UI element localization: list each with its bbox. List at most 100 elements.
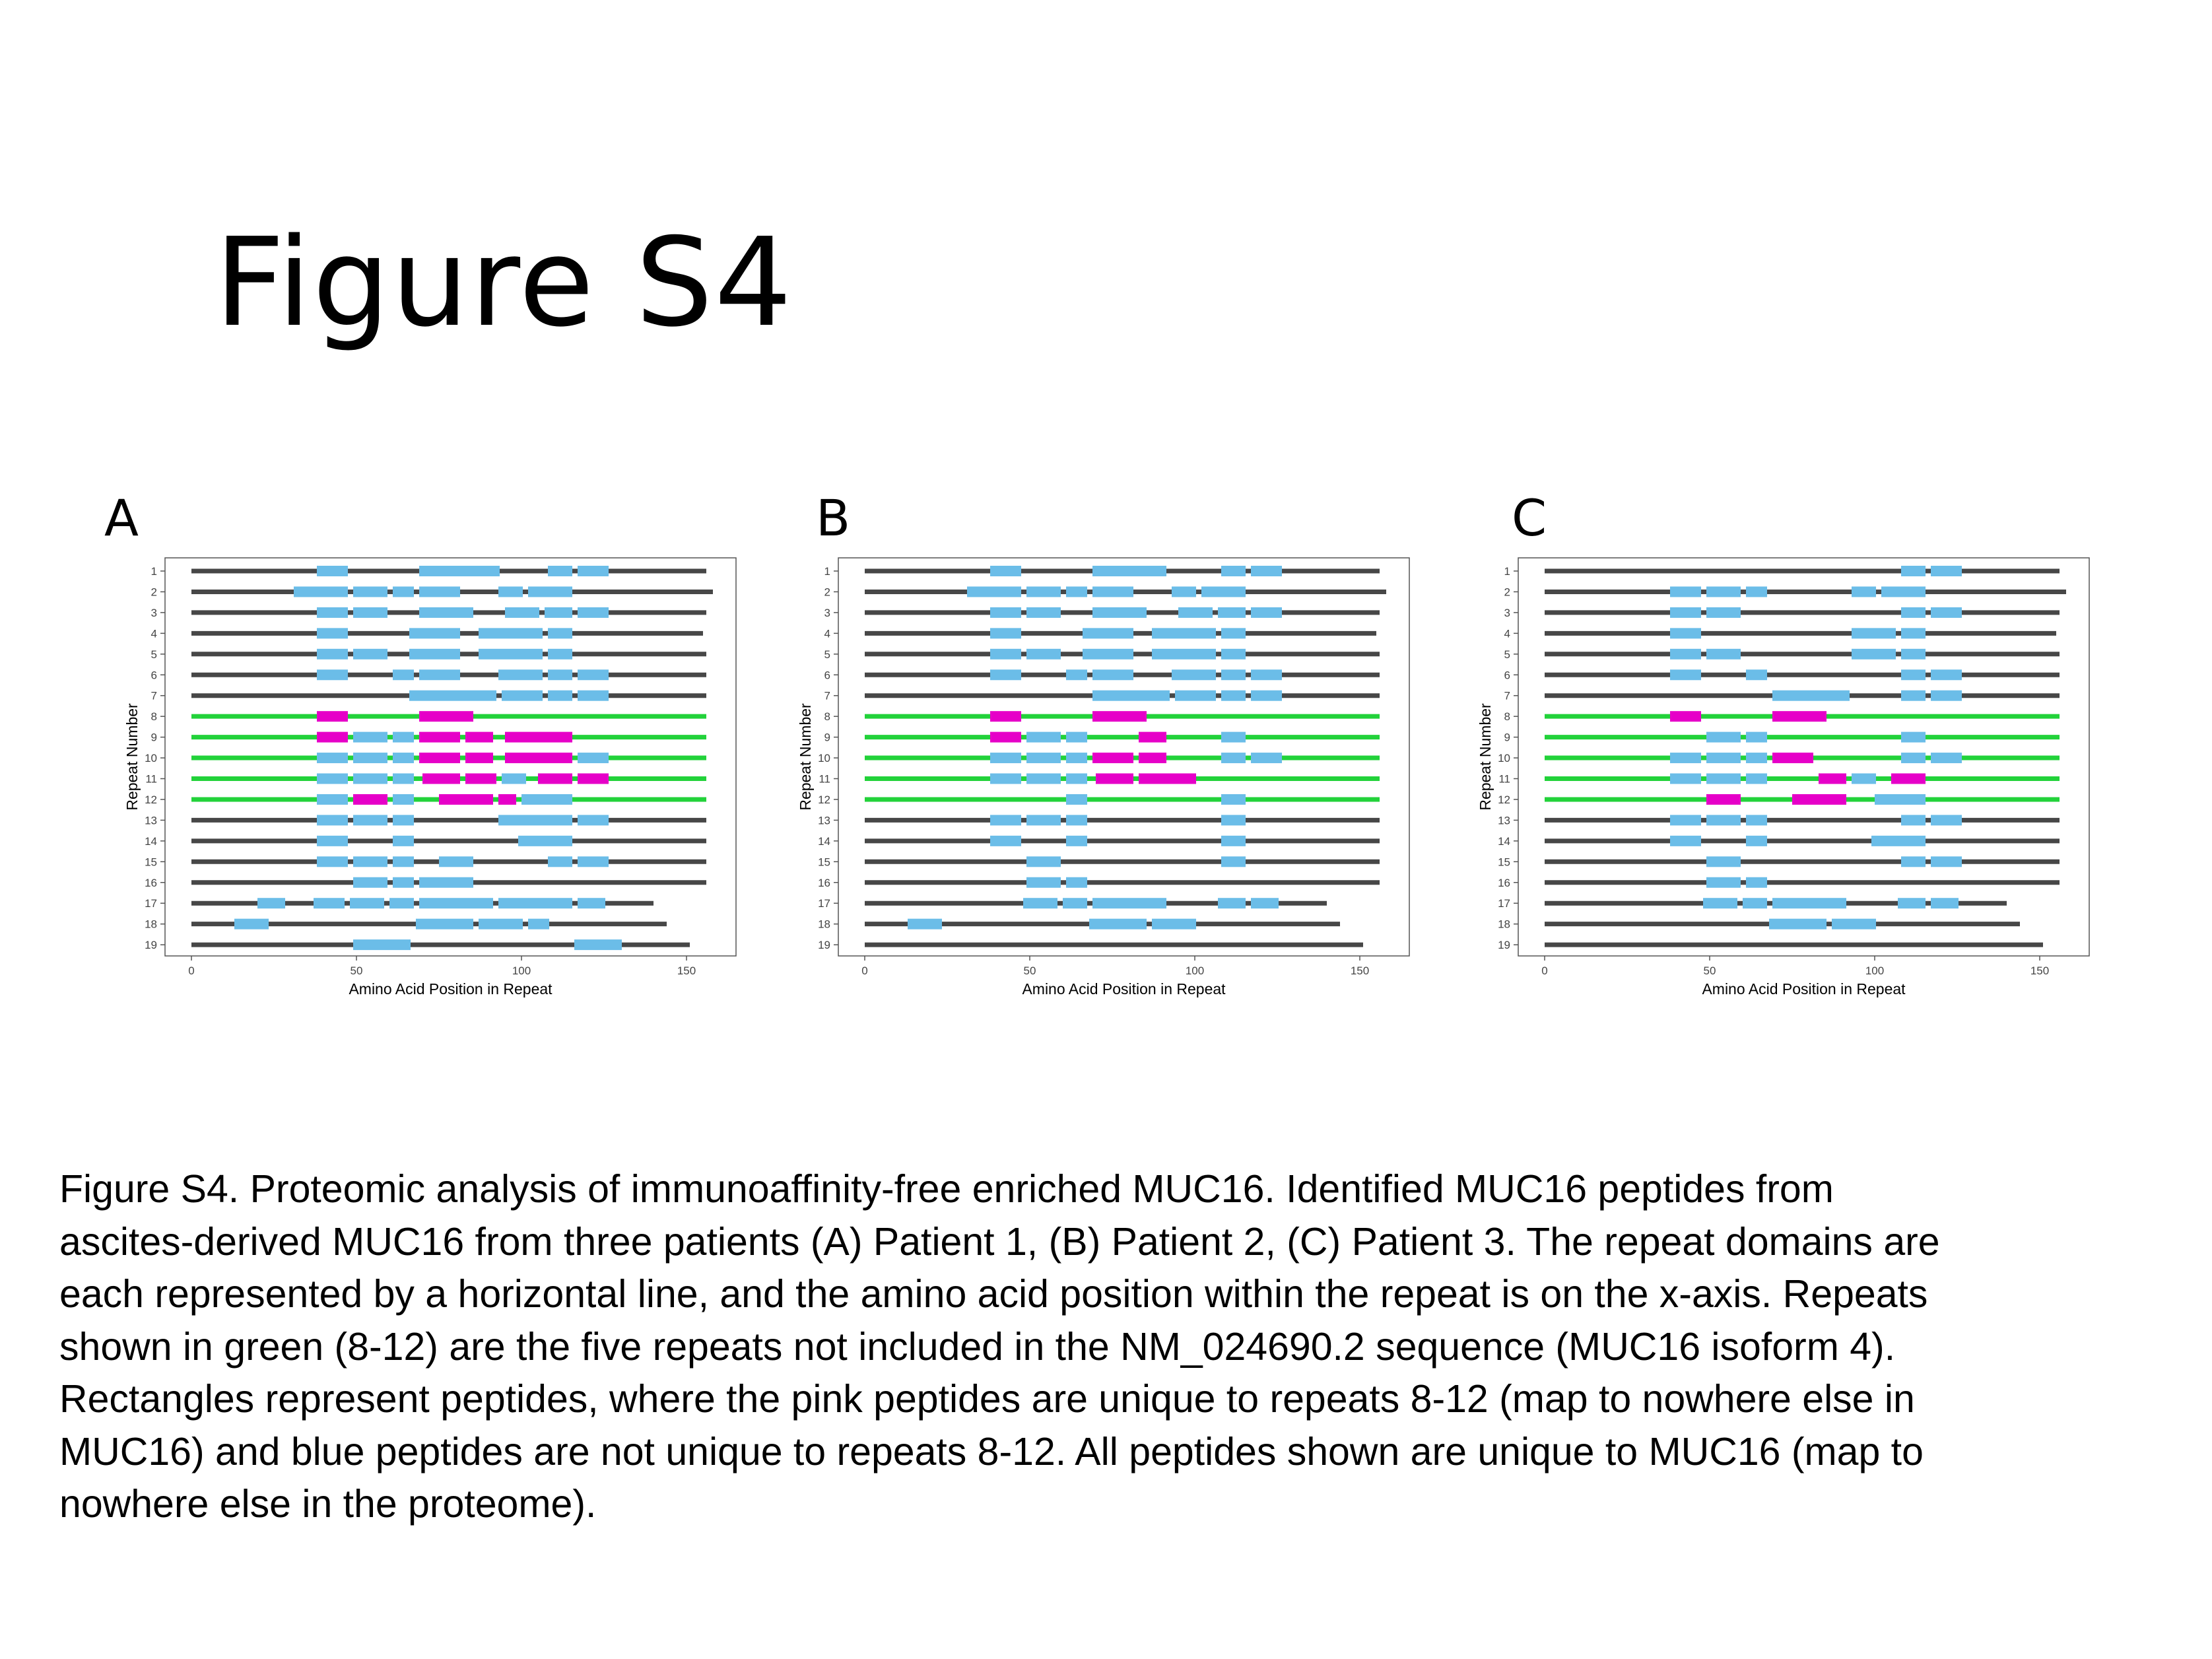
peptide-shared	[578, 607, 609, 618]
peptide-shared	[967, 586, 1021, 597]
x-tick-label: 50	[351, 965, 363, 977]
peptide-shared	[317, 566, 348, 576]
peptide-shared	[1221, 566, 1246, 576]
peptide-shared	[1023, 898, 1057, 909]
y-tick-label: 19	[1498, 939, 1510, 951]
peptide-shared	[1706, 877, 1741, 888]
peptide-unique	[1096, 773, 1133, 784]
peptide-shared	[1066, 586, 1087, 597]
peptide-shared	[521, 794, 572, 805]
y-axis-label: Repeat Number	[797, 703, 814, 811]
peptide-shared	[419, 586, 460, 597]
peptide-shared	[498, 815, 572, 826]
peptide-shared	[393, 731, 414, 743]
peptide-shared	[1092, 690, 1170, 701]
peptide-shared	[1875, 794, 1926, 805]
peptide-unique	[505, 753, 572, 764]
peptide-shared	[1746, 835, 1767, 846]
peptide-shared	[1221, 835, 1246, 846]
peptide-shared	[1931, 669, 1962, 681]
peptide-shared	[353, 753, 387, 764]
caption-line-1: Figure S4. Proteomic analysis of immunoa…	[59, 1167, 1834, 1211]
y-tick-label: 11	[819, 773, 830, 786]
y-tick-label: 12	[1498, 794, 1510, 806]
peptide-unique	[538, 773, 572, 784]
peptide-shared	[990, 815, 1021, 826]
y-tick-label: 13	[1498, 814, 1510, 827]
y-tick-label: 2	[151, 586, 157, 598]
y-tick-label: 13	[818, 814, 830, 827]
peptide-shared	[1221, 690, 1246, 701]
caption-line-3: each represented by a horizontal line, a…	[59, 1272, 1928, 1316]
peptide-shared	[578, 669, 609, 681]
y-tick-label: 18	[1498, 918, 1510, 931]
peptide-shared	[502, 773, 526, 784]
peptide-shared	[1221, 669, 1246, 681]
peptide-shared	[1026, 586, 1061, 597]
peptide-shared	[234, 918, 269, 930]
caption-line-6: MUC16) and blue peptides are not unique …	[59, 1429, 1924, 1473]
peptide-shared	[1092, 586, 1133, 597]
x-tick-label: 50	[1704, 965, 1716, 977]
y-tick-label: 7	[1504, 690, 1510, 702]
peptide-shared	[353, 815, 387, 826]
peptide-shared	[1931, 690, 1962, 701]
peptide-shared	[317, 669, 348, 681]
peptide-unique	[1706, 794, 1741, 805]
peptide-shared	[393, 586, 414, 597]
peptide-shared	[1901, 690, 1926, 701]
y-tick-label: 6	[824, 669, 830, 681]
peptide-shared	[990, 566, 1021, 576]
y-axis-label: Repeat Number	[1477, 703, 1494, 811]
x-tick-label: 150	[677, 965, 696, 977]
y-tick-label: 14	[1498, 835, 1510, 848]
peptide-shared	[317, 648, 348, 660]
y-tick-label: 2	[824, 586, 830, 598]
peptide-shared	[1670, 586, 1701, 597]
y-tick-label: 1	[151, 565, 157, 578]
y-tick-label: 10	[1498, 752, 1510, 764]
peptide-shared	[1670, 669, 1701, 681]
peptide-shared	[416, 918, 473, 930]
peptide-shared	[1092, 566, 1166, 576]
peptide-unique	[439, 794, 493, 805]
peptide-shared	[498, 898, 572, 909]
x-tick-label: 150	[2030, 965, 2049, 977]
peptide-shared	[353, 939, 411, 951]
peptide-shared	[548, 628, 572, 639]
y-tick-label: 14	[818, 835, 830, 848]
peptide-shared	[317, 835, 348, 846]
peptide-unique	[1139, 731, 1166, 743]
x-tick-label: 100	[512, 965, 531, 977]
peptide-shared	[1092, 898, 1166, 909]
peptide-shared	[393, 753, 414, 764]
peptide-shared	[1063, 898, 1087, 909]
peptide-shared	[409, 648, 460, 660]
y-axis-label: Repeat Number	[123, 703, 141, 811]
peptide-shared	[1931, 856, 1962, 867]
panel-letter-b: B	[816, 489, 851, 547]
peptide-shared	[548, 669, 572, 681]
peptide-shared	[1703, 898, 1737, 909]
peptide-shared	[1931, 815, 1962, 826]
peptide-shared	[528, 586, 572, 597]
peptide-shared	[990, 628, 1021, 639]
peptide-shared	[409, 628, 460, 639]
peptide-shared	[1251, 753, 1282, 764]
peptide-unique	[419, 753, 460, 764]
peptide-shared	[1706, 731, 1741, 743]
peptide-shared	[1066, 669, 1087, 681]
caption-line-2: ascites-derived MUC16 from three patient…	[59, 1219, 1940, 1264]
peptide-shared	[1772, 898, 1846, 909]
y-tick-label: 7	[824, 690, 830, 702]
y-tick-label: 3	[1504, 607, 1510, 619]
peptide-shared	[1066, 877, 1087, 888]
peptide-shared	[1746, 753, 1767, 764]
y-tick-label: 9	[824, 731, 830, 744]
y-tick-label: 3	[151, 607, 157, 619]
peptide-shared	[1852, 628, 1896, 639]
peptide-shared	[1746, 586, 1767, 597]
peptide-shared	[578, 753, 609, 764]
